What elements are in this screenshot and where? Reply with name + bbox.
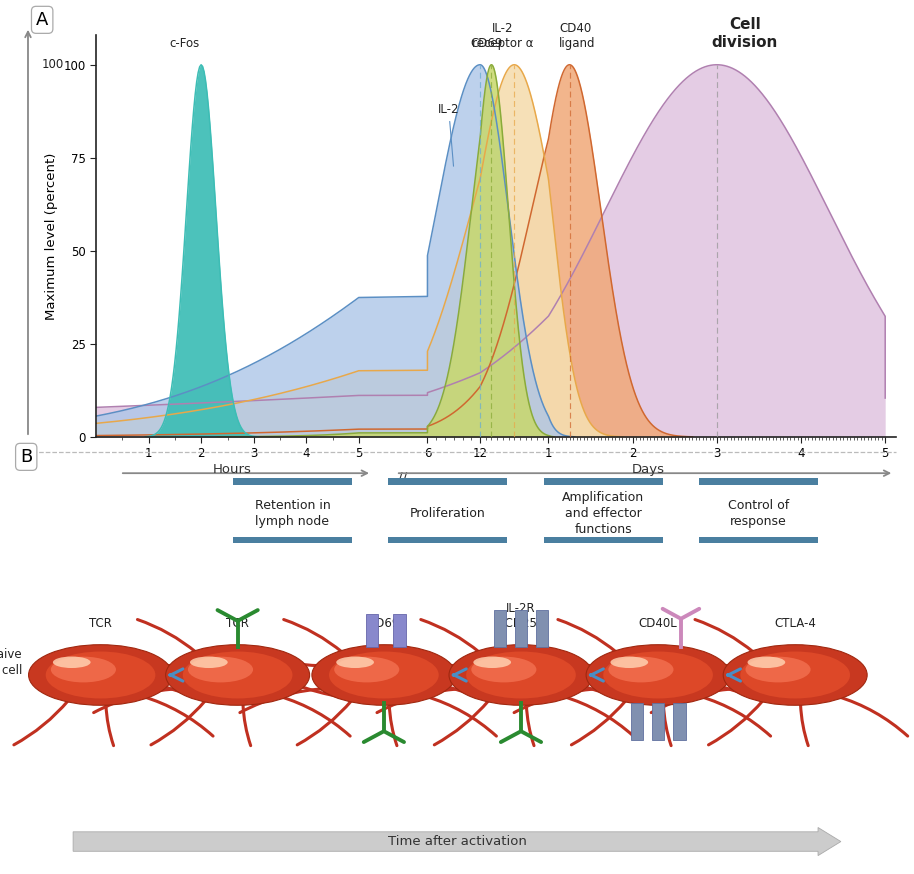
Bar: [699, 537, 818, 543]
Ellipse shape: [586, 645, 730, 705]
Bar: [536, 610, 548, 647]
Text: Retention in
lymph node: Retention in lymph node: [255, 499, 330, 529]
Text: Proliferation: Proliferation: [410, 507, 485, 520]
Ellipse shape: [183, 651, 292, 698]
Ellipse shape: [473, 656, 511, 668]
Ellipse shape: [190, 656, 228, 668]
Ellipse shape: [329, 651, 439, 698]
Text: CD69: CD69: [471, 37, 503, 50]
Ellipse shape: [466, 651, 576, 698]
Bar: [494, 610, 506, 647]
Ellipse shape: [449, 645, 593, 705]
Text: CD40
ligand: CD40 ligand: [559, 22, 596, 50]
Text: TCR: TCR: [226, 616, 250, 629]
Bar: [544, 478, 663, 484]
Ellipse shape: [51, 656, 116, 683]
Ellipse shape: [188, 656, 253, 683]
Ellipse shape: [609, 656, 674, 683]
Ellipse shape: [53, 656, 90, 668]
Text: Cell
division: Cell division: [712, 17, 778, 50]
Text: Time after activation: Time after activation: [388, 835, 526, 848]
Ellipse shape: [336, 656, 374, 668]
Bar: [699, 478, 818, 484]
Bar: [366, 614, 378, 647]
FancyArrow shape: [73, 828, 841, 856]
Ellipse shape: [603, 651, 713, 698]
Ellipse shape: [611, 656, 648, 668]
Bar: [393, 614, 406, 647]
Text: CTLA-4: CTLA-4: [774, 616, 816, 629]
Text: TCR: TCR: [89, 616, 112, 629]
Ellipse shape: [472, 656, 537, 683]
Text: Control of
response: Control of response: [728, 499, 790, 529]
Ellipse shape: [165, 645, 310, 705]
Bar: [673, 703, 686, 740]
Text: c-Fos: c-Fos: [170, 37, 200, 50]
Text: CD40L: CD40L: [639, 616, 677, 629]
Text: 100: 100: [42, 59, 64, 72]
Ellipse shape: [335, 656, 399, 683]
Text: Amplification
and effector
functions: Amplification and effector functions: [562, 491, 644, 537]
Bar: [388, 478, 507, 484]
Text: IL-2
receptor α: IL-2 receptor α: [473, 22, 534, 50]
Bar: [388, 537, 507, 543]
Bar: [544, 537, 663, 543]
Ellipse shape: [748, 656, 785, 668]
Text: IL-2: IL-2: [438, 103, 460, 166]
Bar: [233, 478, 352, 484]
Text: IL-2R
(CD25): IL-2R (CD25): [500, 601, 542, 629]
Ellipse shape: [28, 645, 173, 705]
Text: B: B: [20, 447, 32, 466]
Y-axis label: Maximum level (percent): Maximum level (percent): [45, 152, 58, 320]
Bar: [631, 703, 643, 740]
Ellipse shape: [312, 645, 456, 705]
Bar: [515, 610, 527, 647]
Ellipse shape: [740, 651, 850, 698]
Text: Days: Days: [632, 463, 664, 476]
Text: //: //: [398, 470, 407, 484]
Text: CD69: CD69: [367, 616, 400, 629]
Text: A: A: [36, 10, 48, 29]
Ellipse shape: [746, 656, 811, 683]
Bar: [652, 703, 664, 740]
Text: Naive
T cell: Naive T cell: [0, 648, 23, 676]
Text: Hours: Hours: [212, 463, 251, 476]
Bar: [233, 537, 352, 543]
Ellipse shape: [46, 651, 155, 698]
Ellipse shape: [723, 645, 867, 705]
